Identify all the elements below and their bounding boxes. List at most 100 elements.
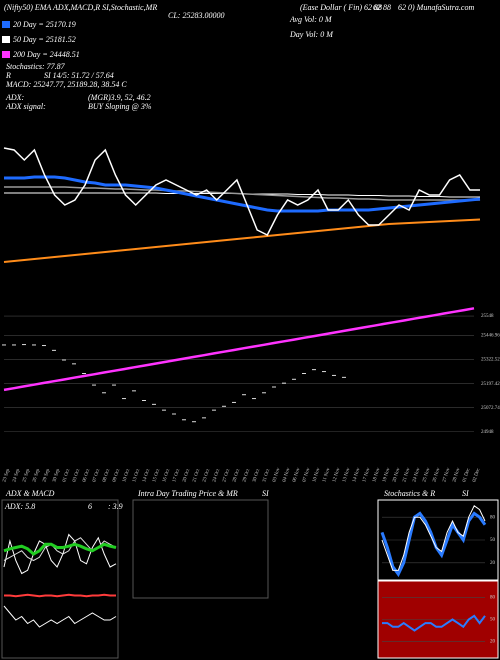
x-tick-label: 27 Nov bbox=[442, 467, 452, 483]
series-line bbox=[4, 175, 481, 213]
series-line bbox=[4, 593, 116, 598]
ma-label: 200 Day = 24448.51 bbox=[13, 50, 80, 59]
x-tick-label: 11 Nov bbox=[322, 467, 331, 483]
x-tick-label: 29 Oct bbox=[242, 468, 251, 483]
x-tick-label: 28 Oct bbox=[232, 468, 241, 483]
y-tick-label: 80 bbox=[490, 515, 496, 520]
panel-title: Intra Day Trading Price & MR bbox=[137, 489, 238, 498]
series-line bbox=[382, 614, 486, 632]
series-line bbox=[3, 533, 117, 575]
x-tick-label: 25 Sep bbox=[22, 468, 31, 483]
x-tick-label: 30 Sep bbox=[52, 468, 61, 483]
x-tick-label: 31 Oct bbox=[262, 468, 271, 483]
close: CL: 25283.00000 bbox=[168, 11, 224, 20]
x-tick-label: 03 Nov bbox=[272, 467, 282, 483]
x-tick-label: 17 Nov bbox=[362, 467, 372, 483]
x-tick-label: 24 Sep bbox=[12, 468, 21, 483]
x-tick-label: 29 Sep bbox=[42, 468, 51, 483]
rsi-label: R bbox=[5, 71, 11, 80]
y-tick-label: 25197.42 bbox=[481, 382, 500, 387]
header-text: 62 0) MunafaSutra.com bbox=[398, 3, 474, 12]
ma-label: 20 Day = 25170.19 bbox=[13, 20, 76, 29]
x-tick-label: 18 Nov bbox=[372, 467, 382, 483]
panel-frame bbox=[132, 499, 269, 599]
x-tick-label: 20 Oct bbox=[182, 468, 191, 483]
x-tick-label: 06 Oct bbox=[82, 468, 91, 483]
panel-frame bbox=[1, 499, 119, 659]
legend-swatch bbox=[2, 51, 10, 58]
y-tick-label: 25548 bbox=[481, 314, 494, 319]
panel-title: ADX & MACD bbox=[5, 489, 55, 498]
adx-value: : 3.9 bbox=[108, 502, 123, 511]
x-tick-label: 25 Nov bbox=[422, 467, 432, 483]
x-tick-label: 24 Oct bbox=[212, 468, 221, 483]
x-tick-label: 13 Nov bbox=[342, 467, 352, 483]
macd-label: MACD: 25247.77, 25189.28, 38.54 C bbox=[5, 80, 127, 89]
x-tick-label: 16 Oct bbox=[162, 468, 171, 483]
x-tick-label: 08 Oct bbox=[102, 468, 111, 483]
series-line bbox=[381, 505, 486, 571]
x-tick-label: 13 Oct bbox=[132, 468, 141, 483]
x-tick-label: 19 Nov bbox=[382, 467, 392, 483]
panel-title: SI bbox=[262, 489, 269, 498]
x-tick-label: 21 Oct bbox=[192, 468, 201, 483]
x-tick-label: 06 Nov bbox=[292, 467, 302, 483]
y-tick-label: 20 bbox=[490, 561, 496, 566]
series-line bbox=[3, 147, 480, 237]
stoch-label: Stochastics: 77.87 bbox=[6, 62, 66, 71]
y-tick-label: 20 bbox=[490, 640, 496, 645]
x-tick-label: 23 Sep bbox=[2, 468, 11, 483]
adx-value: ADX: 5.8 bbox=[4, 502, 35, 511]
x-tick-label: 01 Oct bbox=[62, 468, 71, 483]
x-tick-label: 14 Nov bbox=[352, 467, 362, 483]
x-tick-label: 03 Oct bbox=[72, 468, 81, 483]
panel-title: Stochastics & R bbox=[384, 489, 435, 498]
day-vol: Day Vol: 0 M bbox=[289, 30, 334, 39]
series-line bbox=[3, 307, 475, 392]
y-tick-label: 80 bbox=[490, 596, 496, 601]
header-text: 62 88 bbox=[373, 3, 391, 12]
x-tick-label: 26 Sep bbox=[32, 468, 41, 483]
series-line bbox=[3, 605, 117, 628]
x-tick-label: 10 Nov bbox=[312, 467, 322, 483]
ma-label: 50 Day = 25181.52 bbox=[13, 35, 76, 44]
series-line bbox=[380, 511, 487, 578]
series-line bbox=[3, 218, 481, 263]
x-tick-label: 28 Nov bbox=[452, 467, 462, 483]
adx-value: 6 bbox=[88, 502, 92, 511]
y-tick-label: 25072.74 bbox=[481, 406, 500, 411]
x-tick-label: 04 Nov bbox=[282, 467, 292, 483]
adx-signal: BUY Sloping @ 3% bbox=[88, 102, 152, 111]
x-tick-label: 07 Nov bbox=[302, 467, 312, 483]
series-line bbox=[3, 542, 117, 556]
avg-vol: Avg Vol: 0 M bbox=[289, 15, 333, 24]
x-tick-label: 12 Nov bbox=[332, 467, 342, 483]
x-tick-label: 14 Oct bbox=[142, 468, 151, 483]
x-tick-label: 01 Dec bbox=[462, 467, 471, 483]
x-tick-label: 23 Oct bbox=[202, 468, 211, 483]
adx-label: (MGR)3.9, 52, 46.2 bbox=[88, 93, 151, 102]
legend-swatch bbox=[2, 21, 10, 28]
x-tick-label: 27 Oct bbox=[222, 468, 231, 483]
y-tick-label: 50 bbox=[490, 618, 496, 623]
x-tick-label: 24 Nov bbox=[412, 467, 422, 483]
x-tick-label: 10 Oct bbox=[122, 468, 131, 483]
x-tick-label: 26 Nov bbox=[432, 467, 442, 483]
x-tick-label: 15 Oct bbox=[152, 468, 161, 483]
y-tick-label: 50 bbox=[490, 538, 496, 543]
x-tick-label: 07 Oct bbox=[92, 468, 101, 483]
panel-title: SI bbox=[462, 489, 469, 498]
y-tick-label: 25446.96 bbox=[481, 334, 500, 339]
x-tick-label: 21 Nov bbox=[402, 467, 412, 483]
x-tick-label: 30 Oct bbox=[252, 468, 261, 483]
header-text: (Ease Dollar ( Fin) 62 88 bbox=[300, 3, 382, 12]
legend-swatch bbox=[2, 36, 10, 43]
adx-signal: ADX signal: bbox=[5, 102, 46, 111]
x-tick-label: 09 Oct bbox=[112, 468, 121, 483]
adx-label: ADX: bbox=[5, 93, 25, 102]
x-tick-label: 20 Nov bbox=[392, 467, 402, 483]
rsi-label: SI 14/5: 51.72 / 57.64 bbox=[44, 71, 114, 80]
y-tick-label: 24948 bbox=[481, 430, 494, 435]
y-tick-label: 25322.52 bbox=[481, 358, 500, 363]
